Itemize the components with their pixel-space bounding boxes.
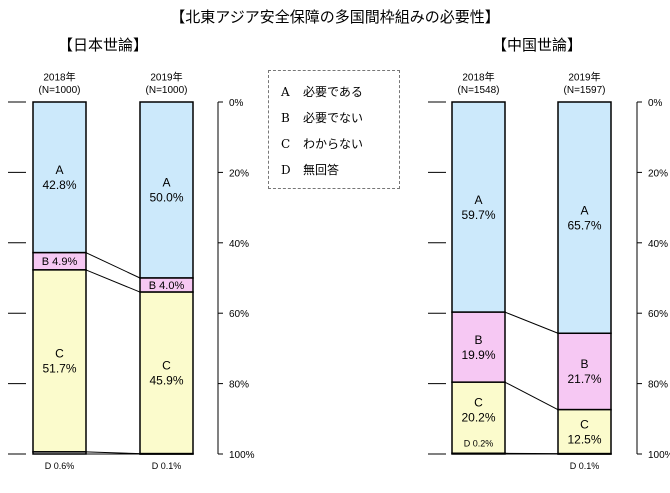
china-data-label-d: D 0.1% <box>570 461 600 471</box>
japan-y-tick-label: 80% <box>229 380 249 391</box>
japan-y-tick-label: 0% <box>229 98 244 109</box>
legend: A 必要である B 必要でない C わからない D 無回答 <box>268 70 400 189</box>
china-connector-line <box>504 311 559 334</box>
japan-data-label-a: A 42.8% <box>42 163 76 192</box>
china-y-tick-label: 20% <box>648 168 668 179</box>
legend-label: 必要である <box>303 85 363 99</box>
main-title: 【北東アジア安全保障の多国間枠組みの必要性】 <box>170 8 500 26</box>
china-bar-b <box>557 332 612 411</box>
japan-bar-a <box>32 101 87 254</box>
japan-data-label-b: B 4.9% <box>42 256 78 268</box>
legend-letter: D <box>281 163 291 177</box>
china-bar-d <box>557 452 612 455</box>
japan-connector-line <box>85 252 141 279</box>
legend-item-c: C わからない <box>281 135 363 152</box>
legend-label: 無回答 <box>303 163 340 177</box>
japan-y-tick-label: 20% <box>229 168 249 179</box>
china-data-label-c: C 12.5% <box>567 417 601 446</box>
china-y-tick-label: 0% <box>648 98 663 109</box>
china-data-label-a: A 59.7% <box>461 193 495 222</box>
china-category-label: 2018年(N=1548) <box>458 70 500 96</box>
japan-data-label-d: D 0.1% <box>152 461 182 471</box>
legend-label: わからない <box>303 137 364 151</box>
japan-panel-title: 【日本世論】 <box>58 36 149 54</box>
china-data-label-c: C 20.2% <box>461 395 495 424</box>
japan-connector-line <box>85 269 141 293</box>
japan-y-tick-label: 40% <box>229 239 249 250</box>
japan-data-label-b: B 4.0% <box>149 280 185 292</box>
japan-data-label-c: C 51.7% <box>42 347 76 376</box>
legend-letter: C <box>281 137 291 151</box>
japan-bar-d <box>32 451 87 455</box>
japan-bar-d <box>139 452 194 455</box>
china-y-tick-label: 60% <box>648 309 668 320</box>
japan-category-label: 2019年(N=1000) <box>146 70 188 96</box>
china-bar-b <box>451 311 506 383</box>
china-connector-line <box>504 381 559 411</box>
japan-y-tick-label: 60% <box>229 309 249 320</box>
legend-item-d: D 無回答 <box>281 161 339 178</box>
japan-data-label-d: D 0.6% <box>45 461 75 471</box>
japan-category-label: 2018年(N=1000) <box>39 70 81 96</box>
china-bar-d <box>451 452 506 455</box>
legend-letter: A <box>281 85 290 99</box>
japan-connector-line <box>85 451 141 455</box>
china-bar-a <box>557 101 612 335</box>
legend-label: 必要でない <box>303 111 364 125</box>
china-y-tick-label: 80% <box>648 380 668 391</box>
china-category-label: 2019年(N=1597) <box>564 70 606 96</box>
japan-data-label-a: A 50.0% <box>149 176 183 205</box>
china-data-label-b: B 21.7% <box>567 357 601 386</box>
china-panel-title: 【中国世論】 <box>492 36 583 54</box>
china-data-label-d: D 0.2% <box>464 438 494 448</box>
japan-data-label-c: C 45.9% <box>149 359 183 388</box>
china-y-tick-label: 100% <box>648 450 670 461</box>
japan-y-tick-label: 100% <box>229 450 255 461</box>
china-data-label-a: A 65.7% <box>567 203 601 232</box>
china-bar-c <box>557 408 612 455</box>
china-bar-c <box>451 381 506 455</box>
legend-item-a: A 必要である <box>281 83 363 100</box>
legend-item-b: B 必要でない <box>281 109 363 126</box>
legend-letter: B <box>281 111 290 125</box>
china-y-tick-label: 40% <box>648 239 668 250</box>
china-data-label-b: B 19.9% <box>461 333 495 362</box>
japan-bar-a <box>139 101 194 279</box>
